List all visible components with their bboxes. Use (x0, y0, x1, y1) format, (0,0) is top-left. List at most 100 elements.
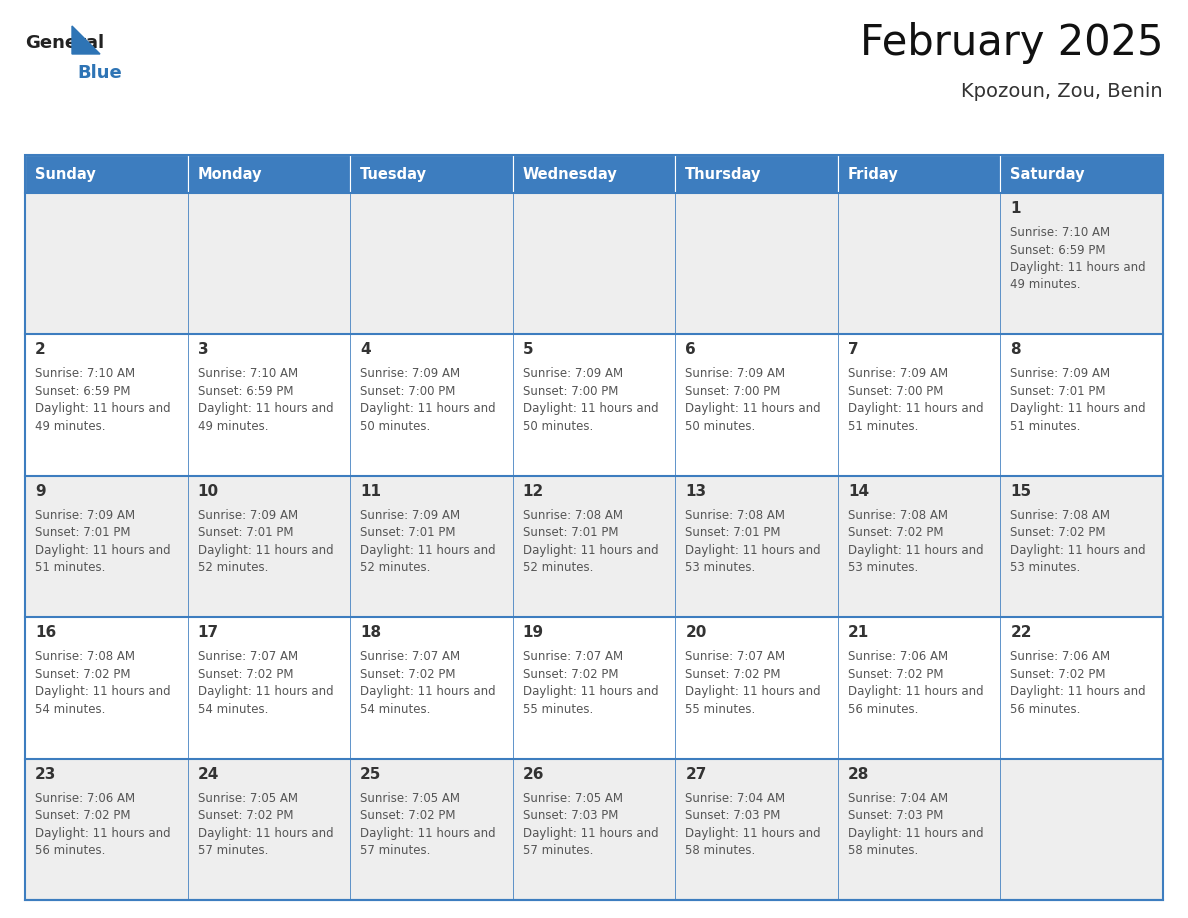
Text: Daylight: 11 hours and: Daylight: 11 hours and (360, 543, 495, 557)
FancyBboxPatch shape (838, 758, 1000, 900)
Text: Sunset: 7:03 PM: Sunset: 7:03 PM (523, 809, 618, 823)
FancyBboxPatch shape (188, 476, 350, 617)
Text: Daylight: 11 hours and: Daylight: 11 hours and (197, 402, 333, 416)
Text: Daylight: 11 hours and: Daylight: 11 hours and (34, 685, 171, 699)
Text: Daylight: 11 hours and: Daylight: 11 hours and (685, 543, 821, 557)
Text: 56 minutes.: 56 minutes. (1011, 702, 1081, 716)
Text: Sunday: Sunday (34, 166, 96, 182)
Text: 10: 10 (197, 484, 219, 498)
Text: Sunrise: 7:08 AM: Sunrise: 7:08 AM (848, 509, 948, 521)
Text: 1: 1 (1011, 201, 1020, 216)
FancyBboxPatch shape (25, 334, 188, 476)
Text: 52 minutes.: 52 minutes. (523, 561, 593, 575)
Text: Sunset: 7:02 PM: Sunset: 7:02 PM (1011, 667, 1106, 681)
Text: 17: 17 (197, 625, 219, 640)
Text: Sunset: 7:02 PM: Sunset: 7:02 PM (197, 667, 293, 681)
FancyBboxPatch shape (1000, 617, 1163, 758)
Text: 56 minutes.: 56 minutes. (34, 844, 106, 857)
Text: Sunrise: 7:06 AM: Sunrise: 7:06 AM (1011, 650, 1111, 663)
Text: Sunrise: 7:09 AM: Sunrise: 7:09 AM (360, 509, 460, 521)
Text: Daylight: 11 hours and: Daylight: 11 hours and (848, 543, 984, 557)
Text: 54 minutes.: 54 minutes. (360, 702, 430, 716)
Text: Daylight: 11 hours and: Daylight: 11 hours and (34, 402, 171, 416)
Text: 19: 19 (523, 625, 544, 640)
Text: Sunset: 7:02 PM: Sunset: 7:02 PM (197, 809, 293, 823)
Text: 13: 13 (685, 484, 707, 498)
Text: Blue: Blue (77, 64, 121, 82)
Text: 27: 27 (685, 767, 707, 781)
Text: Sunset: 7:02 PM: Sunset: 7:02 PM (523, 667, 618, 681)
Text: Sunset: 6:59 PM: Sunset: 6:59 PM (1011, 243, 1106, 256)
Text: Saturday: Saturday (1011, 166, 1085, 182)
Text: Daylight: 11 hours and: Daylight: 11 hours and (685, 685, 821, 699)
FancyBboxPatch shape (838, 193, 1000, 334)
Text: Sunrise: 7:10 AM: Sunrise: 7:10 AM (197, 367, 298, 380)
Text: 57 minutes.: 57 minutes. (197, 844, 268, 857)
FancyBboxPatch shape (188, 617, 350, 758)
Text: 24: 24 (197, 767, 219, 781)
Text: Daylight: 11 hours and: Daylight: 11 hours and (685, 826, 821, 840)
Text: 50 minutes.: 50 minutes. (523, 420, 593, 433)
Text: Sunrise: 7:08 AM: Sunrise: 7:08 AM (685, 509, 785, 521)
Text: Sunset: 7:02 PM: Sunset: 7:02 PM (848, 526, 943, 539)
Text: 14: 14 (848, 484, 868, 498)
Text: Sunset: 6:59 PM: Sunset: 6:59 PM (197, 385, 293, 397)
Text: Daylight: 11 hours and: Daylight: 11 hours and (1011, 402, 1146, 416)
Text: Sunset: 7:02 PM: Sunset: 7:02 PM (34, 667, 131, 681)
FancyBboxPatch shape (1000, 155, 1163, 193)
Text: Sunrise: 7:05 AM: Sunrise: 7:05 AM (360, 791, 460, 804)
Text: 51 minutes.: 51 minutes. (34, 561, 106, 575)
Text: 25: 25 (360, 767, 381, 781)
Text: 54 minutes.: 54 minutes. (34, 702, 106, 716)
FancyBboxPatch shape (25, 476, 188, 617)
Text: 18: 18 (360, 625, 381, 640)
Text: Sunrise: 7:08 AM: Sunrise: 7:08 AM (1011, 509, 1111, 521)
Text: 53 minutes.: 53 minutes. (685, 561, 756, 575)
Text: General: General (25, 34, 105, 52)
FancyBboxPatch shape (513, 476, 675, 617)
Text: 49 minutes.: 49 minutes. (197, 420, 268, 433)
Text: 11: 11 (360, 484, 381, 498)
FancyBboxPatch shape (350, 193, 513, 334)
Text: 49 minutes.: 49 minutes. (1011, 278, 1081, 292)
FancyBboxPatch shape (1000, 476, 1163, 617)
Text: 49 minutes.: 49 minutes. (34, 420, 106, 433)
Text: Sunset: 7:00 PM: Sunset: 7:00 PM (685, 385, 781, 397)
Text: Daylight: 11 hours and: Daylight: 11 hours and (1011, 543, 1146, 557)
Text: Monday: Monday (197, 166, 263, 182)
FancyBboxPatch shape (513, 758, 675, 900)
Text: Sunrise: 7:04 AM: Sunrise: 7:04 AM (848, 791, 948, 804)
FancyBboxPatch shape (838, 617, 1000, 758)
Text: 51 minutes.: 51 minutes. (1011, 420, 1081, 433)
FancyBboxPatch shape (1000, 334, 1163, 476)
Text: 8: 8 (1011, 342, 1020, 357)
Text: 55 minutes.: 55 minutes. (685, 702, 756, 716)
Text: Sunset: 6:59 PM: Sunset: 6:59 PM (34, 385, 131, 397)
FancyBboxPatch shape (188, 334, 350, 476)
Text: 58 minutes.: 58 minutes. (685, 844, 756, 857)
FancyBboxPatch shape (25, 193, 188, 334)
FancyBboxPatch shape (350, 758, 513, 900)
Text: Sunrise: 7:07 AM: Sunrise: 7:07 AM (523, 650, 623, 663)
Text: Sunset: 7:01 PM: Sunset: 7:01 PM (523, 526, 618, 539)
Text: Sunset: 7:02 PM: Sunset: 7:02 PM (848, 667, 943, 681)
Text: Sunset: 7:00 PM: Sunset: 7:00 PM (360, 385, 455, 397)
FancyBboxPatch shape (675, 334, 838, 476)
FancyBboxPatch shape (513, 617, 675, 758)
Text: 9: 9 (34, 484, 45, 498)
Text: Friday: Friday (848, 166, 898, 182)
Text: Daylight: 11 hours and: Daylight: 11 hours and (1011, 261, 1146, 274)
FancyBboxPatch shape (675, 476, 838, 617)
Text: Sunset: 7:03 PM: Sunset: 7:03 PM (685, 809, 781, 823)
FancyBboxPatch shape (675, 617, 838, 758)
Text: 28: 28 (848, 767, 870, 781)
FancyBboxPatch shape (675, 193, 838, 334)
Text: Daylight: 11 hours and: Daylight: 11 hours and (523, 543, 658, 557)
Text: Sunrise: 7:07 AM: Sunrise: 7:07 AM (360, 650, 460, 663)
Text: Wednesday: Wednesday (523, 166, 618, 182)
FancyBboxPatch shape (513, 193, 675, 334)
Text: Sunrise: 7:07 AM: Sunrise: 7:07 AM (685, 650, 785, 663)
Text: 52 minutes.: 52 minutes. (360, 561, 430, 575)
Text: 6: 6 (685, 342, 696, 357)
Text: Sunrise: 7:09 AM: Sunrise: 7:09 AM (523, 367, 623, 380)
